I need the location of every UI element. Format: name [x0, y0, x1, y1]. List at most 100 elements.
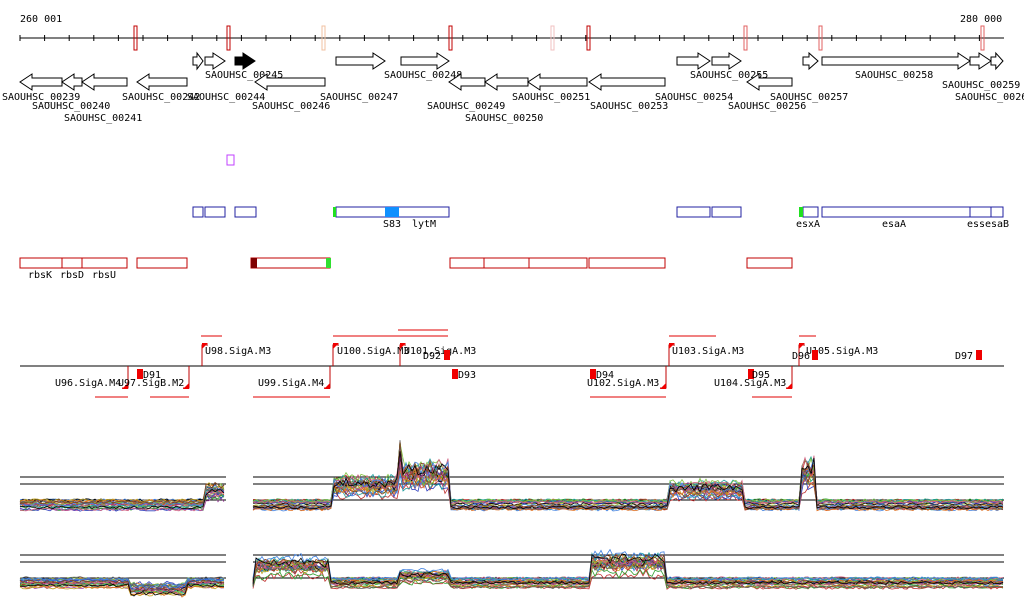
promoter-tip [122, 383, 128, 389]
gene-label: SAOUHSC_00248 [384, 70, 462, 81]
expression-trace [19, 577, 225, 590]
expression-trace [19, 576, 225, 589]
gene-arrow [821, 52, 971, 70]
operon-end [326, 258, 331, 268]
expression-trace [252, 445, 1004, 508]
operon-box [746, 257, 793, 269]
expression-trace [19, 580, 225, 594]
terminator-label: D93 [458, 370, 476, 381]
promoter-label: U105.SigA.M3 [806, 346, 878, 357]
gene-arrow [969, 52, 992, 70]
terminator-label: D95 [752, 370, 770, 381]
terminator-label: D92 [423, 351, 441, 362]
gene-label: SAOUHSC_00259 [942, 80, 1020, 91]
gene-arrow [254, 73, 326, 91]
terminator-label: D94 [596, 370, 614, 381]
terminator [137, 369, 143, 379]
gene-arrow [192, 51, 204, 71]
terminator [748, 369, 754, 379]
promoter-tip [660, 383, 666, 389]
gene-label: SAOUHSC_00258 [855, 70, 933, 81]
gene-arrow [400, 52, 450, 70]
gene-arrow [711, 52, 742, 70]
gene-arrow [81, 73, 128, 91]
feature-label: ess [967, 219, 985, 230]
promoter-tip [400, 343, 406, 349]
ruler-end: 280 000 [960, 14, 1002, 25]
ruler-marker [226, 25, 231, 51]
operon-label: rbsD [60, 270, 84, 281]
terminator-label: D96 [792, 351, 810, 362]
operon-box [250, 257, 331, 269]
expression-trace [252, 440, 1004, 511]
operon-label: rbsK [28, 270, 52, 281]
promoter-label: U99.SigA.M4 [258, 378, 324, 389]
expression-trace [19, 579, 225, 593]
expression-trace [252, 472, 1004, 512]
expression-trace [252, 457, 1004, 505]
feature-box [711, 206, 742, 218]
gene-label: SAOUHSC_00255 [690, 70, 768, 81]
terminator [812, 350, 818, 360]
promoter-label: U96.SigA.M4 [55, 378, 121, 389]
ruler-marker [448, 25, 453, 51]
expression-trace [252, 554, 1004, 581]
promoter-tip [799, 343, 805, 349]
expression-trace [19, 584, 225, 598]
expression-trace [19, 488, 225, 510]
promoter-tip [669, 343, 675, 349]
operon-box [136, 257, 188, 269]
gene-label: SAOUHSC_00240 [32, 101, 110, 112]
promoter-label: U102.SigA.M3 [587, 378, 659, 389]
operon-box [19, 257, 63, 269]
expression-trace [252, 451, 1004, 510]
gene-arrow [746, 73, 793, 91]
marker [226, 154, 235, 166]
feature-label: esaB [985, 219, 1009, 230]
expression-trace [252, 551, 1004, 581]
feature-box [234, 206, 257, 218]
feature-start [333, 207, 336, 217]
terminator [590, 369, 596, 379]
promoter-tip [202, 343, 208, 349]
feature-label: esaA [882, 219, 906, 230]
feature-box [969, 206, 992, 218]
feature-label: S83 [383, 219, 401, 230]
terminator-label: D97 [955, 351, 973, 362]
promoter-tip [333, 343, 339, 349]
gene-arrow [527, 73, 588, 91]
terminator [976, 350, 982, 360]
promoter-label: U100.SigA.M3 [337, 346, 409, 357]
gene-label: SAOUHSC_00242 [122, 92, 200, 103]
feature-box [192, 206, 204, 218]
gene-arrow [448, 73, 486, 91]
gene-label: SAOUHSC_00241 [64, 113, 142, 124]
gene-arrow [990, 51, 1004, 71]
expression-trace [19, 484, 225, 507]
gene-arrow [234, 52, 256, 70]
ruler-marker [818, 25, 823, 51]
gene-label: SAOUHSC_00254 [655, 92, 733, 103]
gene-label: SAOUHSC_00250 [465, 113, 543, 124]
gene-label: SAOUHSC_00244 [187, 92, 265, 103]
expression-trace [252, 450, 1004, 504]
gene-label: SAOUHSC_00251 [512, 92, 590, 103]
ruler-start: 260 001 [20, 14, 62, 25]
feature-box [676, 206, 711, 218]
ruler-marker [321, 25, 326, 51]
gene-arrow [335, 52, 386, 70]
gene-label: SAOUHSC_00249 [427, 101, 505, 112]
gene-arrow [588, 73, 666, 91]
promoter-tip [324, 383, 330, 389]
promoter-label: U97.SigB.M2 [118, 378, 184, 389]
expression-trace [252, 553, 1004, 585]
feature-label: esxA [796, 219, 820, 230]
gene-label: SAOUHSC_00247 [320, 92, 398, 103]
promoter-label: U103.SigA.M3 [672, 346, 744, 357]
gene-arrow [484, 73, 529, 91]
expression-trace [252, 553, 1004, 585]
operon-box [61, 257, 83, 269]
expression-trace [19, 583, 224, 597]
expression-trace [252, 442, 1004, 509]
